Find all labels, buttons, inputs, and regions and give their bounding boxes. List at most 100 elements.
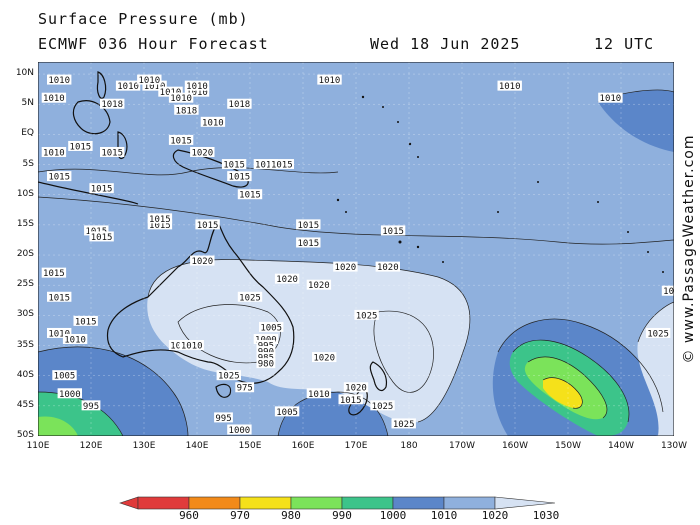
pressure-fill-970 — [543, 377, 583, 409]
lat-label: 30S — [16, 309, 34, 320]
svg-text:1010: 1010 — [308, 390, 330, 400]
svg-text:1020: 1020 — [377, 263, 399, 273]
tasmania-coast — [215, 383, 232, 398]
lon-label: 160W — [501, 441, 529, 451]
svg-text:1015: 1015 — [197, 221, 219, 231]
isobar-label: 1010 — [41, 92, 67, 104]
svg-text:1015: 1015 — [75, 317, 97, 327]
isobar-label: 1020 — [375, 261, 400, 273]
lon-label: 130E — [132, 441, 156, 451]
svg-text:1010: 1010 — [600, 94, 622, 104]
isobar-label: 1015 — [41, 267, 67, 279]
legend-label: 970 — [230, 509, 250, 522]
lat-label: 20S — [16, 249, 34, 260]
svg-text:1010: 1010 — [202, 118, 224, 128]
isobar-label: 1015 — [147, 219, 173, 231]
credit-text: © www.PassageWeather.com — [681, 134, 697, 364]
svg-text:1015: 1015 — [223, 161, 245, 171]
svg-text:1010: 1010 — [43, 148, 65, 158]
svg-text:1000: 1000 — [59, 390, 81, 400]
isobar-label: 1005 — [259, 321, 284, 333]
svg-text:1025: 1025 — [372, 402, 394, 412]
svg-text:1020: 1020 — [335, 263, 357, 273]
isobar-label: 1010 — [41, 146, 67, 158]
lon-label: 140E — [185, 441, 209, 451]
isobar-label: 1010 — [317, 74, 342, 86]
isobar-label: 1010 — [137, 74, 162, 86]
svg-text:1020: 1020 — [663, 287, 674, 297]
legend-label: 1010 — [430, 509, 458, 522]
isobar-label: 1010 — [497, 80, 522, 92]
lon-label: 130W — [660, 441, 688, 451]
legend-swatch — [239, 496, 292, 510]
lon-label: 170W — [448, 441, 476, 451]
svg-text:1015: 1015 — [91, 185, 113, 195]
borneo-coast — [72, 100, 111, 135]
isobar-label: 1010 — [306, 388, 332, 400]
pressure-fill-1020-high — [147, 259, 470, 423]
isobar-label: 1015 — [296, 219, 321, 231]
isobar-label: 1010 — [179, 340, 204, 352]
isobar-label: 1010 — [47, 74, 72, 86]
lon-label: 160E — [291, 441, 315, 451]
isobar-label: 1020 — [312, 352, 337, 364]
pressure-fill-980-sw — [38, 416, 78, 436]
svg-text:1010: 1010 — [117, 82, 139, 92]
isobar-label: 1010 — [62, 333, 88, 345]
lon-label: 150E — [238, 441, 262, 451]
svg-text:1015: 1015 — [382, 227, 404, 237]
svg-text:1015: 1015 — [91, 233, 113, 243]
lon-label: 120E — [79, 441, 103, 451]
svg-text:1020: 1020 — [191, 148, 213, 158]
isobar-label: 1005 — [274, 406, 300, 418]
svg-text:975: 975 — [237, 384, 253, 394]
isobar-label: 1010 — [598, 92, 623, 104]
svg-text:995: 995 — [83, 402, 99, 412]
svg-text:1818: 1818 — [176, 106, 198, 116]
svg-text:1010: 1010 — [170, 94, 192, 104]
isobar-label: 1015 — [253, 159, 279, 171]
svg-text:1015: 1015 — [239, 191, 261, 201]
isobar-label: 1000 — [57, 388, 82, 400]
new-guinea-coast — [172, 149, 249, 188]
legend-swatch — [188, 496, 241, 510]
legend-label: 960 — [179, 509, 199, 522]
svg-text:1010: 1010 — [319, 76, 341, 86]
isobar-label: 1015 — [237, 189, 263, 201]
lon-label: 150W — [554, 441, 582, 451]
isobar-label: 995 — [214, 412, 233, 424]
isobar-label: 1015 — [100, 146, 125, 158]
isobar-label: 1015 — [195, 219, 220, 231]
isobar-label: 1020 — [274, 273, 300, 285]
legend-label: 980 — [281, 509, 301, 522]
svg-text:1015: 1015 — [149, 221, 171, 231]
graticule — [38, 62, 674, 436]
coastlines — [38, 71, 388, 416]
svg-text:1005: 1005 — [260, 323, 282, 333]
lat-label: 10S — [16, 188, 34, 199]
svg-text:1015: 1015 — [48, 293, 70, 303]
isobar-label: 1010 — [168, 92, 194, 104]
svg-text:1018: 1018 — [229, 100, 251, 110]
isobar-label: 1010 — [47, 327, 72, 339]
isobar-label: 1015 — [73, 315, 98, 327]
legend-arrow-high — [494, 496, 556, 510]
svg-text:1020: 1020 — [313, 354, 335, 364]
isobar-label: 1015 — [68, 140, 93, 152]
isobar-label: 1020 — [190, 146, 215, 158]
legend-swatch — [290, 496, 343, 510]
svg-text:1015: 1015 — [101, 148, 123, 158]
isobar-label: 1015 — [89, 183, 114, 195]
svg-text:1020: 1020 — [276, 275, 298, 285]
lon-label: 180 — [400, 441, 418, 451]
isobar-label: 1015 — [227, 171, 252, 183]
svg-text:1020: 1020 — [308, 281, 330, 291]
isobar-label: 1000 — [227, 424, 252, 436]
svg-text:1010: 1010 — [181, 342, 203, 352]
lat-label: 40S — [16, 369, 34, 380]
isobar-label: 1015 — [338, 394, 363, 406]
isobar-label: 1015 — [269, 159, 294, 171]
lat-label: 5S — [22, 158, 34, 169]
lon-label: 170E — [344, 441, 368, 451]
